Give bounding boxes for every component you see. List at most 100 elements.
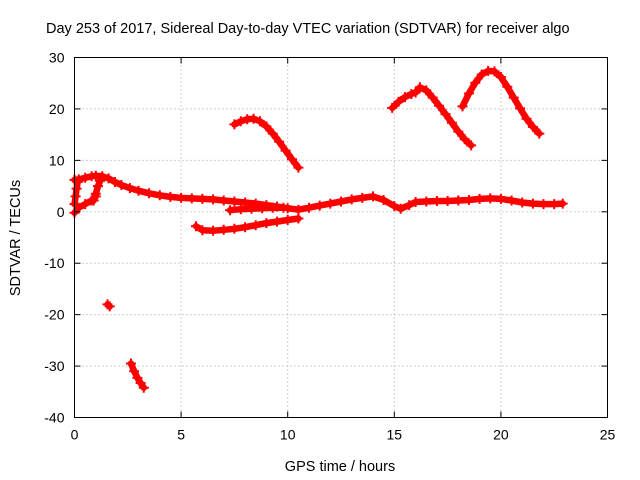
data-point (489, 66, 500, 77)
data-point (346, 194, 357, 205)
x-tick-labels: 0 5 10 15 20 25 (71, 427, 616, 443)
data-point (336, 196, 346, 207)
data-point (110, 177, 120, 187)
data-point (229, 196, 240, 207)
series-arc-peak-1 (229, 113, 304, 173)
data-point (495, 193, 506, 204)
data-point (93, 181, 103, 192)
data-point (116, 180, 127, 190)
data-point (255, 116, 265, 127)
data-point (80, 199, 91, 210)
data-point (126, 358, 136, 369)
data-point (129, 366, 140, 377)
data-point (389, 201, 400, 212)
data-point (431, 196, 442, 206)
data-point (293, 213, 304, 224)
data-point (272, 216, 282, 227)
data-point (208, 194, 219, 205)
data-point (421, 196, 432, 207)
data-point (138, 382, 149, 393)
data-point (508, 92, 519, 103)
x-tick-label: 5 (177, 427, 185, 443)
data-point (495, 72, 506, 82)
data-point (104, 301, 115, 312)
data-point (459, 134, 470, 145)
series-arc-negative (191, 213, 304, 236)
data-point (282, 215, 293, 225)
data-point (218, 224, 229, 235)
series-arc-band (225, 202, 289, 216)
data-point (457, 101, 468, 112)
data-point (176, 192, 187, 203)
data-point (154, 190, 165, 201)
data-point (476, 69, 487, 80)
data-point (463, 88, 474, 99)
y-tick-label: -20 (44, 307, 64, 323)
data-point (466, 140, 477, 151)
data-point (527, 198, 538, 209)
y-tick-label: 30 (49, 50, 65, 66)
data-point (88, 195, 99, 206)
data-point (90, 188, 101, 199)
data-point (521, 113, 532, 124)
data-point (240, 222, 251, 233)
data-point (434, 100, 445, 111)
data-point (549, 199, 560, 210)
data-point (278, 202, 289, 213)
x-tick-label: 15 (387, 427, 403, 443)
data-point (314, 200, 325, 211)
data-point (502, 81, 513, 92)
data-point (197, 193, 208, 204)
data-point (368, 191, 378, 202)
data-point (250, 220, 261, 231)
data-point (440, 109, 451, 120)
data-point (274, 136, 285, 147)
grid (74, 57, 608, 418)
data-point (404, 200, 415, 211)
data-point (97, 171, 108, 182)
y-tick-label: -40 (44, 410, 64, 426)
data-point (103, 173, 114, 184)
data-point (165, 191, 176, 202)
x-tick-label: 20 (493, 427, 509, 443)
x-tick-label: 10 (280, 427, 296, 443)
data-point (229, 223, 240, 234)
data-point (102, 299, 113, 310)
data-point (280, 145, 291, 156)
data-point (225, 205, 236, 216)
data-point (208, 225, 219, 236)
series-arc-peak-3 (457, 65, 545, 139)
data-point (414, 82, 425, 93)
x-tick-label: 25 (600, 427, 616, 443)
data-point (485, 193, 496, 204)
data-point (133, 185, 144, 196)
chart-title: Day 253 of 2017, Sidereal Day-to-day VTE… (46, 21, 570, 37)
data-point (517, 197, 528, 208)
series-line (71, 172, 566, 213)
data-point (557, 198, 568, 209)
y-tick-label: -30 (44, 358, 64, 374)
data-point (515, 103, 526, 114)
data-point (427, 92, 438, 103)
data-point (538, 199, 549, 210)
data-point (124, 183, 135, 194)
data-point (395, 203, 406, 214)
data-point (71, 183, 82, 194)
data-point (378, 195, 389, 205)
data-point (229, 119, 240, 130)
series-layer (69, 65, 568, 393)
data-point (261, 121, 272, 132)
data-point (235, 116, 246, 127)
data-point (527, 121, 538, 132)
data-point (463, 195, 474, 205)
data-point (144, 188, 155, 199)
ticks (74, 57, 608, 418)
series-arc-main (69, 170, 568, 215)
data-point (387, 102, 398, 113)
plot-frame (74, 57, 608, 418)
data-point (410, 87, 421, 98)
y-axis-title: SDTVAR / TECUs (8, 180, 24, 296)
data-point (235, 204, 246, 215)
data-point (191, 221, 201, 232)
